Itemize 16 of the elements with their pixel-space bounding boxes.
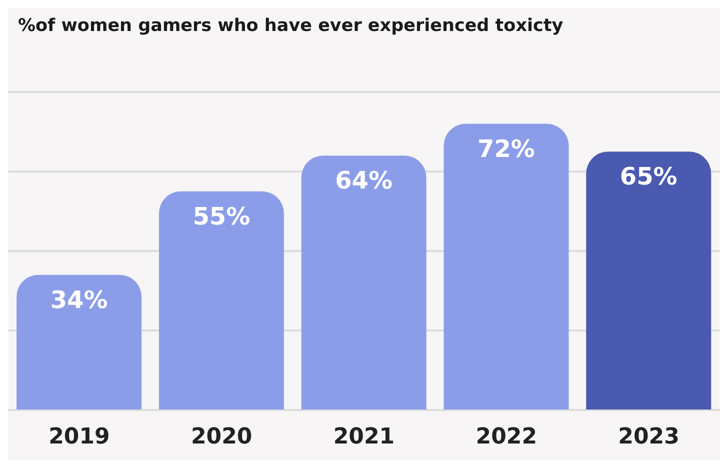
- chart-title: %of women gamers who have ever experienced toxicty: [17, 15, 564, 38]
- x-tick-label: 2022: [476, 424, 538, 450]
- bar: [444, 124, 569, 410]
- x-tick-label: 2023: [618, 424, 680, 450]
- bar: [301, 156, 426, 410]
- data-label: 65%: [620, 162, 678, 191]
- bar: [586, 152, 712, 410]
- data-label: 34%: [50, 286, 108, 314]
- x-tick-label: 2019: [48, 424, 110, 450]
- x-tick-label: 2020: [190, 424, 252, 450]
- data-label: 55%: [192, 202, 250, 230]
- bar: [158, 191, 284, 410]
- data-label: 64%: [335, 166, 393, 195]
- bar: [16, 274, 142, 410]
- x-tick-label: 2021: [333, 424, 395, 450]
- data-label: 72%: [478, 134, 535, 163]
